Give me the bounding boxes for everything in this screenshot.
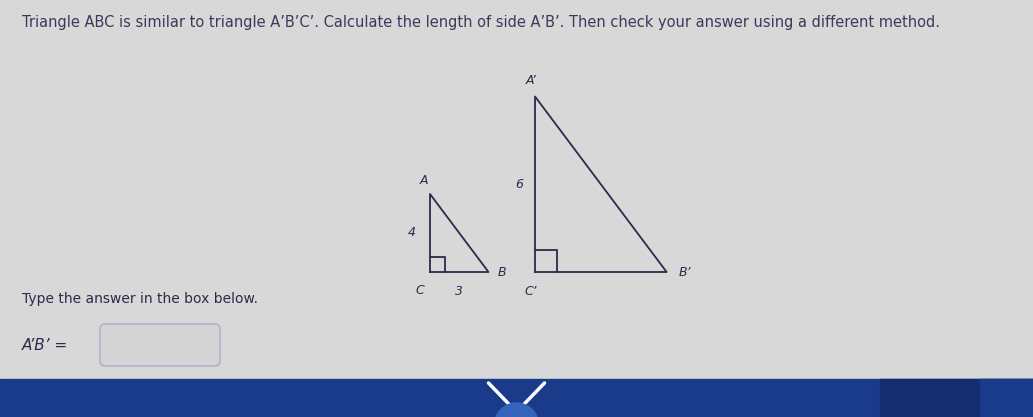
Text: A’B’ =: A’B’ = [22, 337, 68, 352]
Bar [980, 379, 1033, 417]
Text: 4: 4 [408, 226, 416, 239]
Text: C: C [415, 284, 425, 297]
Text: B’: B’ [679, 266, 691, 279]
Text: A: A [419, 174, 429, 187]
Text: A’: A’ [526, 75, 536, 88]
Text: B: B [498, 266, 506, 279]
FancyBboxPatch shape [100, 324, 220, 366]
Bar [880, 379, 1033, 417]
Circle shape [495, 403, 538, 417]
Text: 3: 3 [456, 285, 463, 298]
Text: 6: 6 [515, 178, 523, 191]
Text: C’: C’ [525, 285, 537, 298]
Text: Triangle ABC is similar to triangle A’B’C’. Calculate the length of side A’B’. T: Triangle ABC is similar to triangle A’B’… [22, 15, 940, 30]
Text: Type the answer in the box below.: Type the answer in the box below. [22, 292, 258, 306]
Bar [0, 379, 1033, 417]
